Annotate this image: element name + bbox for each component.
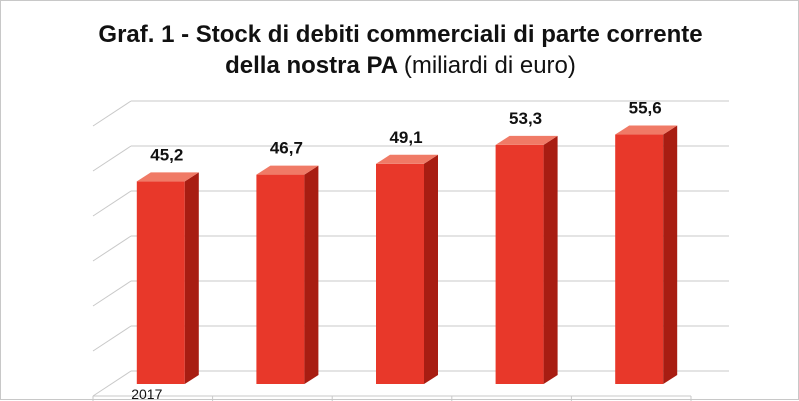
gridline-side [92, 370, 132, 397]
value-labels: 45,2 46,7 49,1 53,3 55,6 [150, 99, 661, 165]
gridline-side [92, 235, 132, 262]
gridline-side [92, 145, 132, 172]
value-label: 53,3 [509, 109, 542, 128]
value-label: 49,1 [389, 128, 422, 147]
bar-side [543, 135, 558, 384]
bar [256, 165, 319, 384]
bar-front [495, 144, 544, 384]
gridline-side [92, 325, 132, 352]
bar [136, 172, 199, 384]
bar-front [376, 163, 424, 384]
bar-top [376, 154, 438, 164]
x-tick-labels: 2017 [131, 386, 162, 401]
bar-top [495, 135, 558, 145]
chart-title-line1: Graf. 1 - Stock di debiti commerciali di… [98, 21, 703, 48]
bar-side [184, 172, 199, 384]
chart-title: Graf. 1 - Stock di debiti commerciali di… [1, 19, 799, 81]
bar [615, 125, 678, 385]
value-label: 46,7 [270, 139, 303, 158]
bar-side [304, 165, 319, 384]
bar-top [136, 172, 199, 182]
bar-top [256, 165, 319, 175]
chart-title-line2-unit: (miliardi di euro) [403, 52, 576, 79]
gridline-side [92, 190, 132, 217]
bar-front [615, 134, 664, 384]
gridline-side [92, 280, 132, 307]
bar-side [424, 154, 438, 384]
bar-top [615, 125, 678, 135]
gridline-side [92, 100, 132, 127]
bars [136, 125, 678, 385]
bar-side [663, 125, 678, 385]
value-label: 55,6 [629, 99, 662, 118]
chart-title-line2: della nostra PA (miliardi di euro) [1, 50, 799, 81]
value-label: 45,2 [150, 145, 183, 164]
bar-front [136, 181, 185, 384]
bar [495, 135, 558, 384]
x-tick-label: 2017 [131, 386, 162, 401]
bar [376, 154, 438, 384]
chart-title-line2-bold: della nostra PA [225, 52, 398, 79]
bar-front [256, 174, 305, 384]
